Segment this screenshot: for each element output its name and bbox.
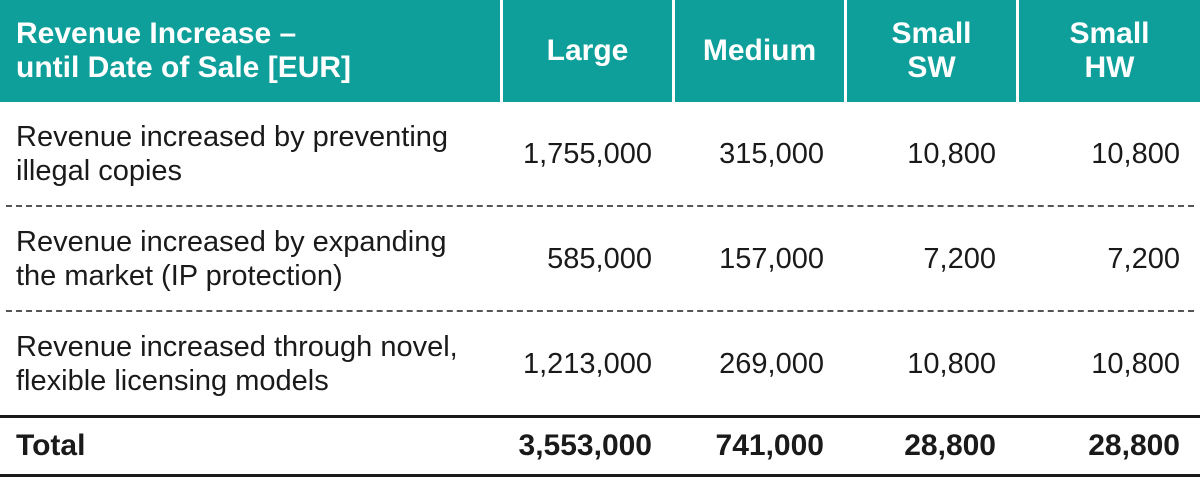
total-medium: 741,000	[715, 429, 824, 462]
header-medium: Medium	[702, 34, 817, 67]
header-label-cell: Revenue Increase – until Date of Sale [E…	[0, 0, 500, 102]
header-large-cell: Large	[500, 0, 672, 102]
cell-large: 585,000	[547, 242, 652, 275]
total-large: 3,553,000	[518, 429, 652, 462]
table-header-row: Revenue Increase – until Date of Sale [E…	[0, 0, 1200, 102]
header-medium-cell: Medium	[672, 0, 844, 102]
row-divider	[6, 310, 1194, 312]
total-label: Total	[16, 429, 86, 462]
row-label-cell: Revenue increased by expanding the marke…	[0, 207, 500, 310]
row-label-line-1: Revenue increased by preventing	[16, 120, 449, 153]
cell-medium: 315,000	[719, 137, 824, 170]
cell-medium: 269,000	[719, 347, 824, 380]
header-small-sw-cell: Small SW	[844, 0, 1016, 102]
row-label-line-2: the market (IP protection)	[16, 259, 343, 292]
header-large: Large	[546, 34, 629, 67]
total-small-hw: 28,800	[1088, 429, 1180, 462]
cell-large: 1,213,000	[522, 347, 652, 380]
header-small-sw-line-2: SW	[907, 51, 956, 84]
cell-medium: 157,000	[719, 242, 824, 275]
total-divider	[0, 415, 1200, 418]
total-row: Total 3,553,000 741,000 28,800 28,800	[0, 418, 1200, 474]
cell-small-hw: 10,800	[1091, 137, 1180, 170]
header-small-hw-line-1: Small	[1069, 17, 1150, 50]
cell-small-sw: 10,800	[907, 137, 996, 170]
row-divider	[6, 205, 1194, 207]
row-label-line-1: Revenue increased through novel,	[16, 330, 458, 363]
total-small-sw: 28,800	[904, 429, 996, 462]
header-small-hw-cell: Small HW	[1016, 0, 1200, 102]
table-row: Revenue increased by expanding the marke…	[0, 207, 1200, 310]
row-label-line-1: Revenue increased by expanding	[16, 225, 447, 258]
cell-small-hw: 7,200	[1107, 242, 1180, 275]
cell-small-hw: 10,800	[1091, 347, 1180, 380]
row-label-cell: Revenue increased by preventing illegal …	[0, 102, 500, 205]
cell-small-sw: 7,200	[923, 242, 996, 275]
cell-large: 1,755,000	[522, 137, 652, 170]
header-label-line-1: Revenue Increase –	[16, 17, 297, 50]
row-label-cell: Revenue increased through novel, flexibl…	[0, 312, 500, 415]
row-label-line-2: illegal copies	[16, 154, 183, 187]
header-small-hw-line-2: HW	[1084, 51, 1135, 84]
table-row: Revenue increased by preventing illegal …	[0, 102, 1200, 205]
header-label-line-2: until Date of Sale [EUR]	[16, 51, 352, 84]
cell-small-sw: 10,800	[907, 347, 996, 380]
table-row: Revenue increased through novel, flexibl…	[0, 312, 1200, 415]
row-label-line-2: flexible licensing models	[16, 364, 329, 397]
header-small-sw-line-1: Small	[891, 17, 972, 50]
